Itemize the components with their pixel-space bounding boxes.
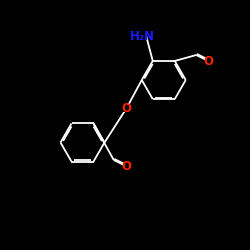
FancyBboxPatch shape: [123, 163, 130, 170]
FancyBboxPatch shape: [205, 58, 212, 65]
Text: O: O: [204, 55, 214, 68]
FancyBboxPatch shape: [139, 33, 146, 40]
FancyBboxPatch shape: [123, 105, 130, 112]
Text: O: O: [121, 102, 131, 115]
Text: O: O: [121, 160, 131, 173]
Text: H₂N: H₂N: [130, 30, 155, 43]
